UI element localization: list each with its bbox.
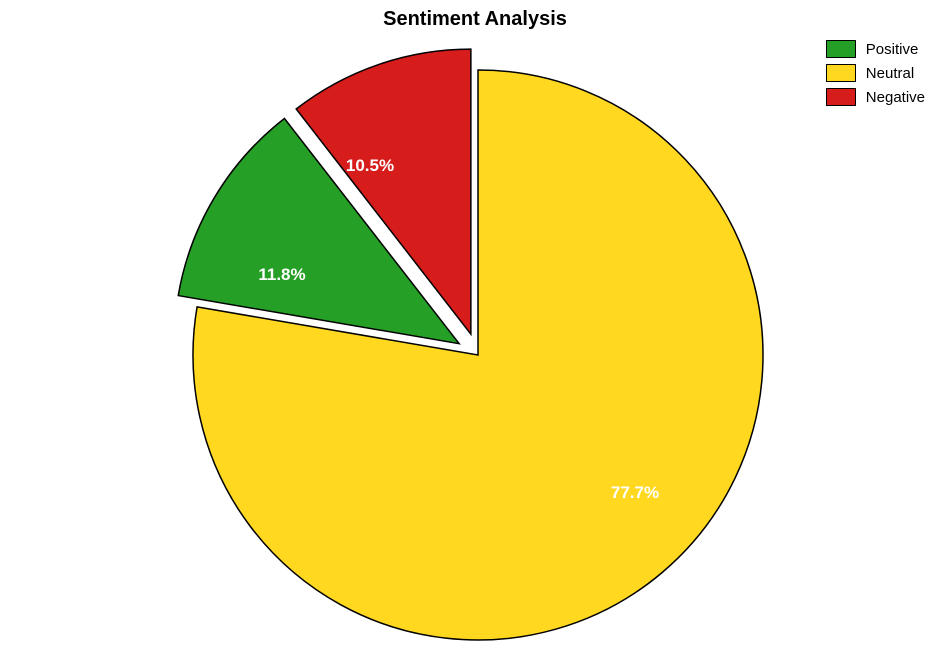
legend-swatch (826, 64, 856, 82)
legend-item-positive: Positive (826, 40, 925, 58)
legend: Positive Neutral Negative (826, 40, 925, 106)
legend-label: Neutral (866, 65, 914, 82)
sentiment-pie-chart: Sentiment Analysis 11.8% 77.7% 10.5% Posit… (0, 0, 950, 662)
chart-title: Sentiment Analysis (383, 8, 567, 31)
pie-svg (150, 40, 810, 660)
legend-label: Positive (866, 41, 919, 58)
legend-item-neutral: Neutral (826, 64, 925, 82)
legend-item-negative: Negative (826, 88, 925, 106)
slice-label-neutral: 77.7% (611, 483, 659, 503)
legend-label: Negative (866, 89, 925, 106)
legend-swatch (826, 88, 856, 106)
slice-label-negative: 10.5% (346, 156, 394, 176)
legend-swatch (826, 40, 856, 58)
slice-label-positive: 11.8% (258, 265, 305, 285)
